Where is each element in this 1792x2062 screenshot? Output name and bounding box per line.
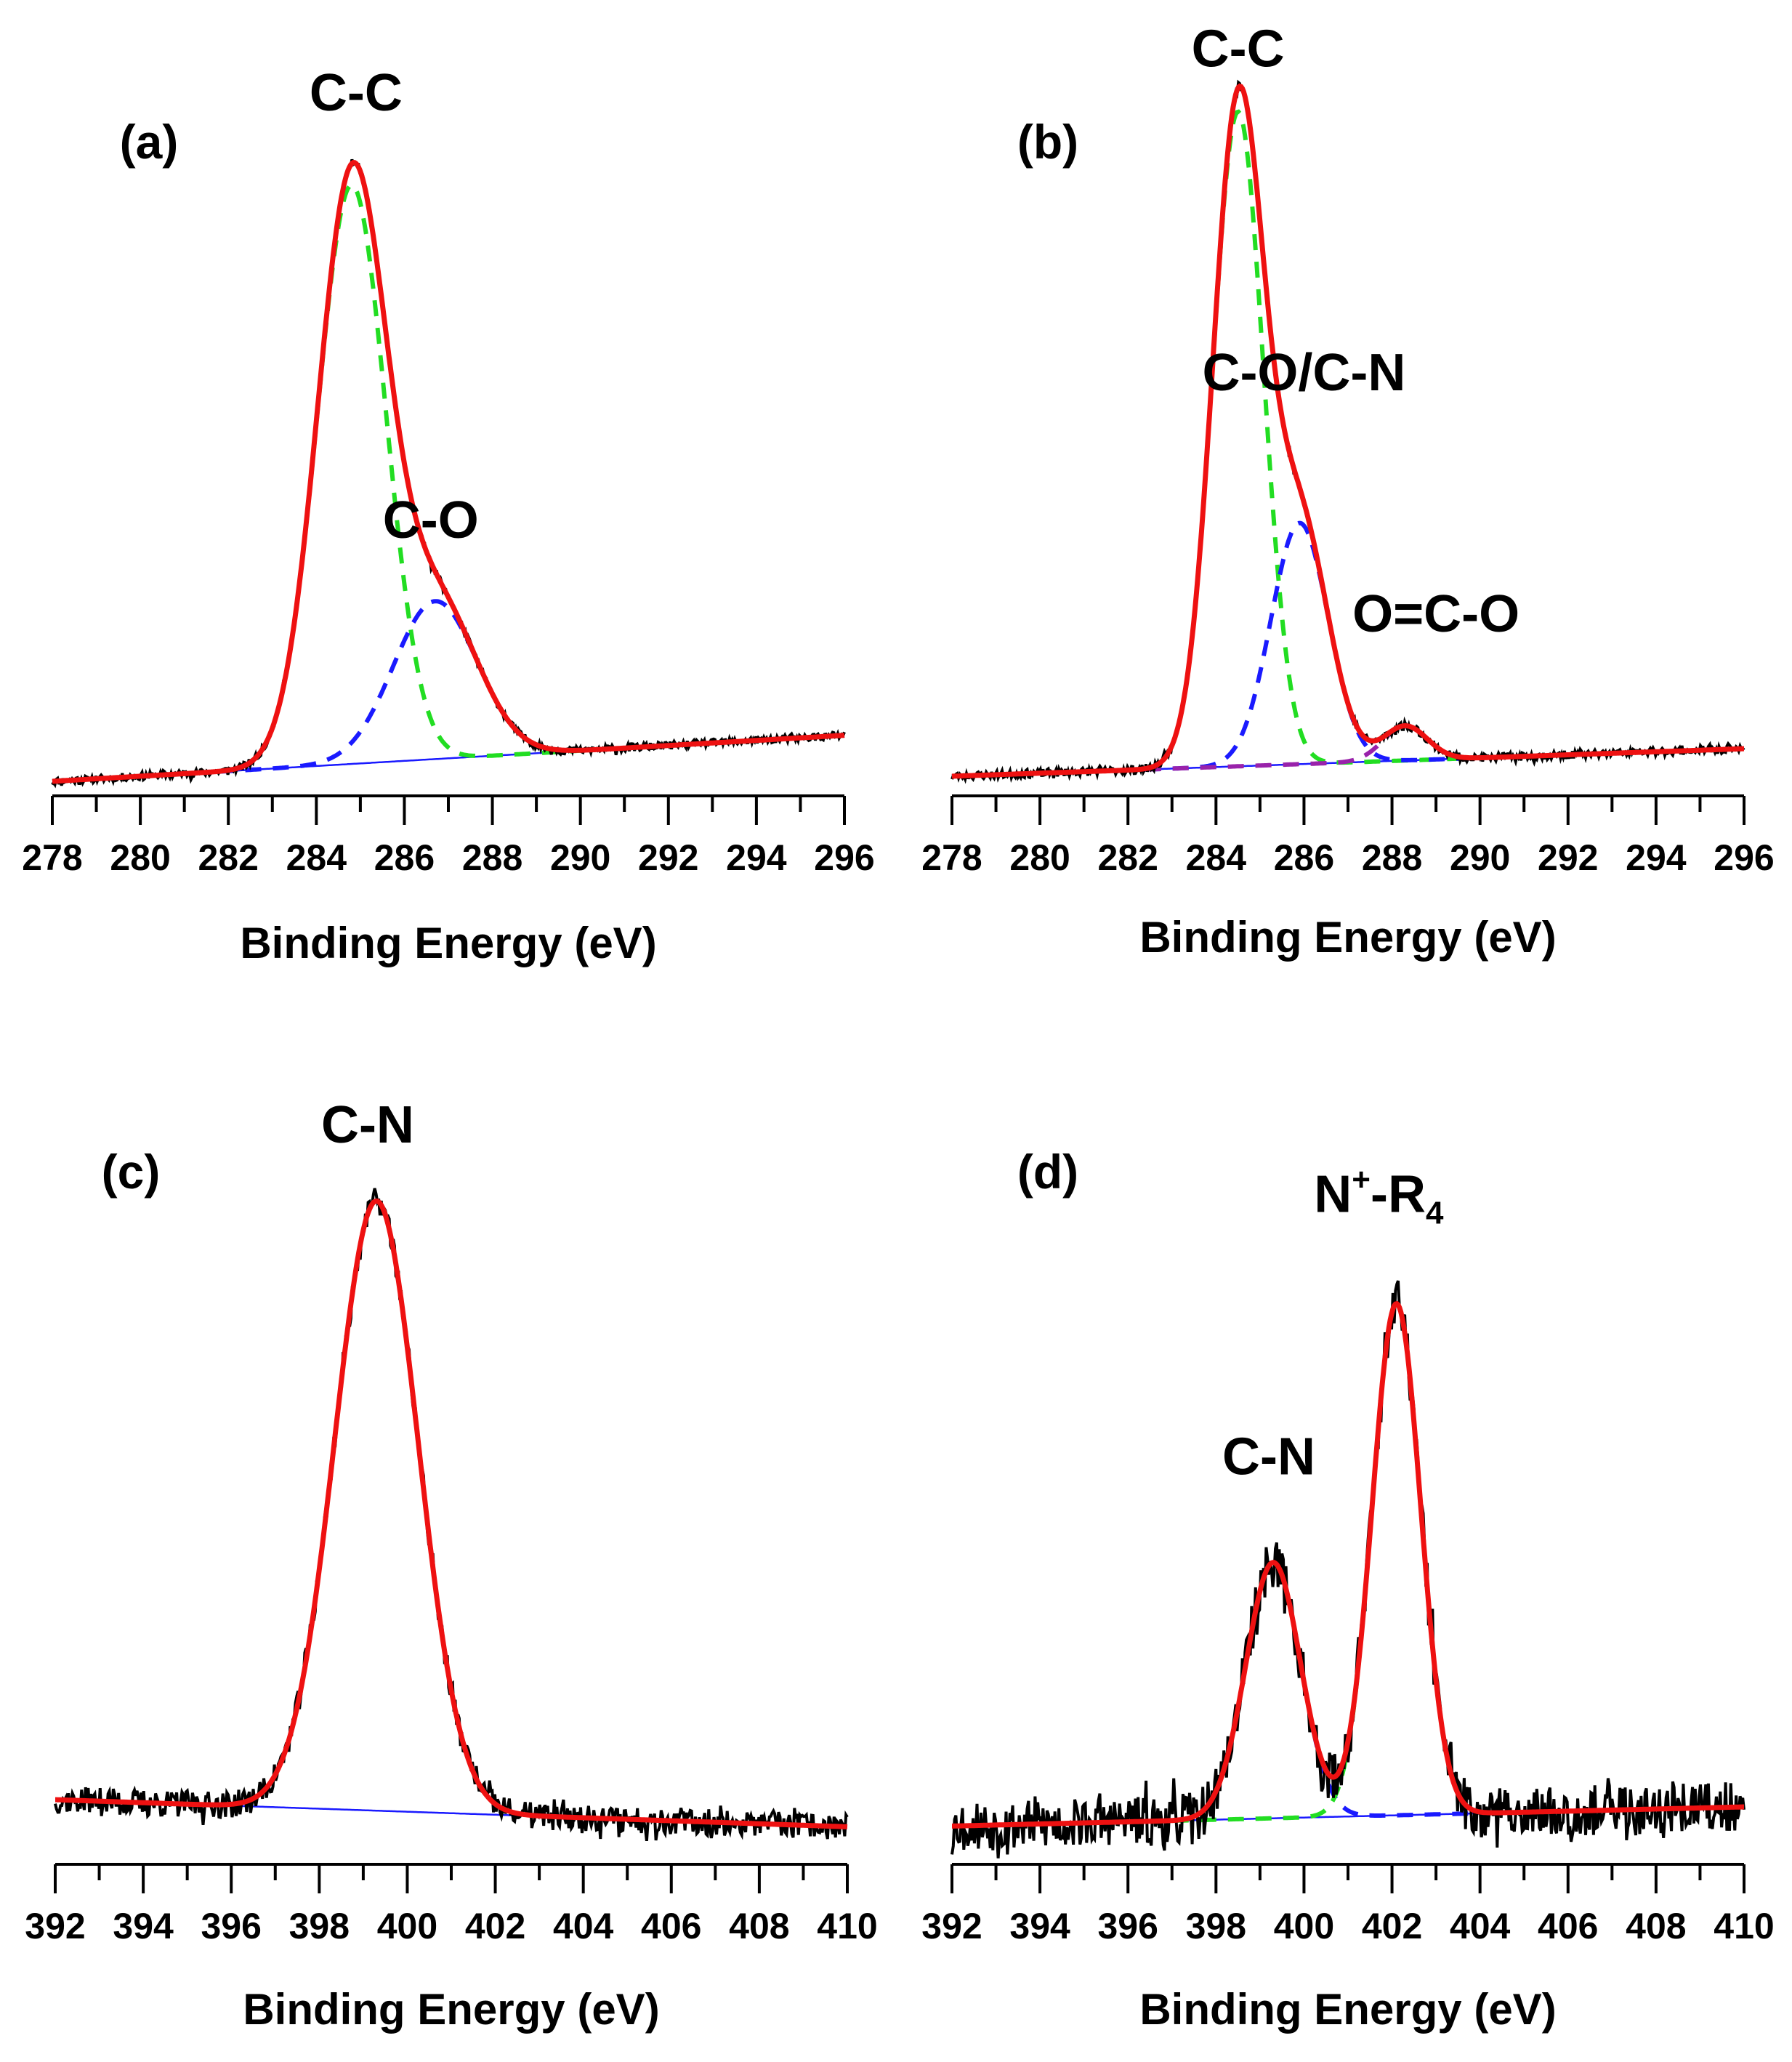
- x-tick-label: 398: [289, 1906, 350, 1946]
- x-axis-label: Binding Energy (eV): [243, 1985, 659, 2034]
- x-tick-label: 400: [1274, 1906, 1334, 1946]
- x-tick-label: 402: [1362, 1906, 1422, 1946]
- x-tick-label: 398: [1186, 1906, 1246, 1946]
- x-tick-label: 286: [1274, 837, 1334, 878]
- x-axis-label: Binding Energy (eV): [1139, 1985, 1556, 2034]
- peak-annotation: C-O/C-N: [1202, 344, 1405, 402]
- peak-annotation: N+-R4: [1314, 1162, 1444, 1231]
- x-tick-label: 410: [817, 1906, 877, 1946]
- x-tick-label: 392: [25, 1906, 85, 1946]
- x-tick-label: 282: [1098, 837, 1158, 878]
- x-tick-label: 404: [553, 1906, 614, 1946]
- peak-annotation: C-N: [321, 1096, 414, 1154]
- x-tick-label: 294: [726, 837, 787, 878]
- panel-a: 278 280 282 284 286 288 290 292 294 296 Binding En…: [22, 64, 874, 967]
- x-tick-label: 394: [1009, 1906, 1070, 1946]
- panel-label: (b): [1017, 115, 1078, 169]
- x-tick-label: 408: [729, 1906, 789, 1946]
- x-tick-label: 292: [1538, 837, 1598, 878]
- x-tick-label: 280: [110, 837, 170, 878]
- x-tick-label: 278: [921, 837, 982, 878]
- x-tick-label: 392: [921, 1906, 982, 1946]
- x-tick-label: 284: [286, 837, 347, 878]
- x-tick-label: 404: [1450, 1906, 1511, 1946]
- x-tick-label: 294: [1626, 837, 1687, 878]
- component-peak-o-c-o: [951, 723, 1744, 778]
- raw-spectrum-line: [51, 158, 846, 789]
- peak-annotation: C-N: [1222, 1427, 1315, 1486]
- x-tick-label: 296: [1714, 837, 1774, 878]
- component-peak-c-c: [951, 109, 1744, 778]
- panel-c: 392 394 396 398 400 402 404 406 408 410 Binding En…: [25, 1096, 877, 2034]
- x-axis-label: Binding Energy (eV): [1139, 913, 1556, 962]
- component-peak-c-n: [55, 1199, 848, 1829]
- x-tick-label: 290: [550, 837, 610, 878]
- component-peak-c-o: [52, 599, 845, 784]
- raw-spectrum-line: [951, 79, 1745, 784]
- peak-annotation: C-C: [310, 64, 403, 122]
- raw-spectrum-line: [951, 1280, 1745, 1858]
- x-tick-label: 408: [1626, 1906, 1686, 1946]
- x-tick-label: 296: [814, 837, 874, 878]
- panel-d: 392 394 396 398 400 402 404 406 408 410 Binding En…: [921, 1145, 1774, 2034]
- x-tick-label: 288: [1362, 837, 1422, 878]
- x-tick-label: 288: [462, 837, 522, 878]
- x-tick-label: 400: [377, 1906, 437, 1946]
- raw-spectrum-line: [54, 1188, 849, 1842]
- panel-label: (c): [102, 1145, 161, 1199]
- x-tick-label: 394: [113, 1906, 174, 1946]
- panel-label: (d): [1017, 1145, 1078, 1199]
- x-axis-label: Binding Energy (eV): [240, 919, 656, 967]
- peak-annotation: C-O: [383, 491, 479, 549]
- x-tick-label: 286: [374, 837, 435, 878]
- x-tick-label: 282: [198, 837, 259, 878]
- x-tick-label: 292: [638, 837, 698, 878]
- fitted-envelope-line: [951, 83, 1744, 779]
- x-tick-label: 396: [1098, 1906, 1158, 1946]
- x-tick-label: 402: [465, 1906, 525, 1946]
- peak-annotation: C-C: [1192, 20, 1285, 78]
- fitted-envelope-line: [952, 1300, 1744, 1829]
- panel-label: (a): [120, 115, 179, 169]
- fitted-envelope-line: [52, 160, 845, 784]
- panel-b: 278 280 282 284 286 288 290 292 294 296 Binding En…: [921, 20, 1774, 962]
- x-tick-label: 410: [1714, 1906, 1774, 1946]
- x-tick-label: 396: [201, 1906, 262, 1946]
- x-tick-label: 284: [1186, 837, 1247, 878]
- x-tick-label: 406: [1538, 1906, 1598, 1946]
- x-tick-label: 278: [22, 837, 82, 878]
- fitted-envelope-line: [55, 1198, 848, 1829]
- x-tick-label: 406: [641, 1906, 701, 1946]
- peak-annotation: O=C-O: [1352, 585, 1519, 643]
- component-peak-c-o-c-n: [951, 520, 1744, 778]
- x-tick-label: 290: [1450, 837, 1510, 878]
- component-peak-c-n: [952, 1560, 1744, 1829]
- component-peak-c-c: [52, 182, 845, 784]
- x-tick-label: 280: [1009, 837, 1070, 878]
